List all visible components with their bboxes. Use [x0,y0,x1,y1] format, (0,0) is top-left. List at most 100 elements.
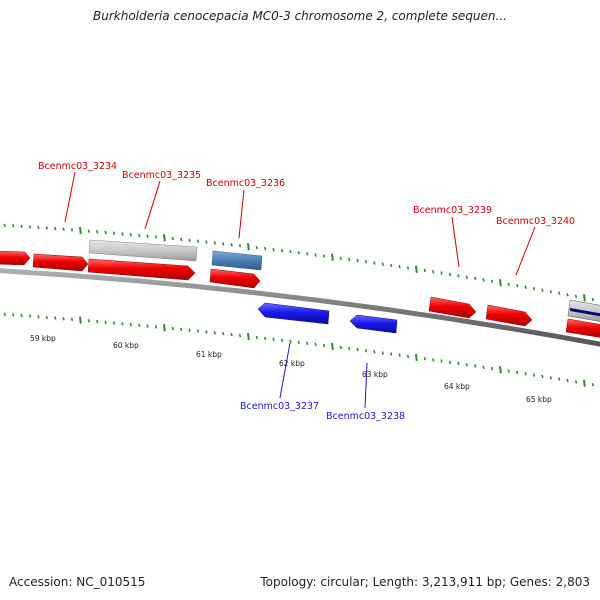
gene-arrow-bcenmc03-3236[interactable] [209,268,261,289]
lower-tick-mark [322,343,326,348]
gene-label[interactable]: Bcenmc03_3239 [413,205,492,216]
lower-tick-mark [583,379,586,387]
upper-tick-mark [373,261,376,265]
lower-tick-mark [205,330,208,334]
lower-tick-mark [222,331,225,336]
upper-tick-mark [222,242,225,246]
gene-arrow-bcenmc03-3238[interactable] [349,314,398,334]
upper-tick-mark [255,245,258,250]
accession-text: Accession: NC_010515 [9,575,146,589]
upper-tick-mark [272,247,275,252]
gene-box-bcenmc03-3236-upper[interactable] [211,250,263,271]
upper-tick-mark [54,226,57,231]
upper-tick-mark [289,249,292,254]
ruler-label: 65 kbp [526,395,552,404]
upper-tick-mark [163,234,166,242]
lower-tick-mark [474,364,477,368]
upper-tick-mark [12,224,15,228]
upper-tick-mark [524,285,527,289]
gene-label[interactable]: Bcenmc03_3238 [326,411,405,422]
lower-tick-mark [465,363,468,367]
upper-tick-mark [499,279,502,287]
ruler-label: 59 kbp [30,334,56,343]
leader-bcenmc03-3236 [238,189,245,239]
upper-tick-mark [20,224,23,229]
gene-box-bcenmc03-3235-upper[interactable] [88,239,198,262]
lower-tick-mark [507,369,510,373]
gene-arrow-bcenmc03-3233[interactable] [0,250,31,266]
lower-tick-mark [566,378,569,383]
upper-tick-mark [264,246,267,251]
lower-tick-mark [549,376,552,380]
upper-tick-mark [129,232,132,237]
gene-arrow-bcenmc03-3234[interactable] [32,253,89,272]
lower-tick-mark [121,322,124,326]
gene-arrow-next[interactable] [565,318,600,338]
lower-tick-mark [3,312,6,317]
upper-tick-mark [566,293,569,297]
upper-tick-mark [490,279,494,284]
lower-tick-mark [255,335,258,340]
upper-tick-mark [37,225,40,230]
gene-arrow-bcenmc03-3237[interactable] [257,302,330,325]
upper-tick-mark [180,237,183,242]
gene-arrow-bcenmc03-3240[interactable] [485,304,533,327]
lower-tick-mark [541,374,544,379]
ruler-label: 60 kbp [113,341,139,350]
lower-tick-mark [490,366,494,371]
lower-tick-mark [264,336,267,341]
lower-tick-mark [448,360,452,365]
lower-tick-mark [96,319,99,324]
lower-tick-mark [348,346,351,351]
topology-text: Topology: circular; Length: 3,213,911 bp… [260,575,590,589]
gene-label[interactable]: Bcenmc03_3240 [496,216,575,227]
lower-tick-mark [104,320,107,325]
gene-label[interactable]: Bcenmc03_3235 [122,170,201,181]
upper-tick-mark [591,297,594,302]
lower-tick-mark [524,372,527,376]
lower-tick-ring [3,312,594,387]
upper-tick-mark [45,226,48,230]
upper-tick-mark [541,288,544,292]
gene-label[interactable]: Bcenmc03_3234 [38,161,117,172]
gene-arrow-bcenmc03-3235[interactable] [87,258,196,281]
lower-tick-mark [213,331,216,335]
upper-tick-mark [205,240,208,244]
upper-tick-mark [406,266,410,270]
upper-tick-mark [440,271,443,275]
upper-tick-mark [549,289,552,294]
upper-tick-mark [356,258,359,263]
lower-tick-mark [532,373,536,377]
upper-tick-mark [196,239,200,243]
gene-label[interactable]: Bcenmc03_3237 [240,401,319,412]
lower-tick-mark [440,359,443,363]
lower-tick-mark [415,353,418,362]
upper-tick-mark [314,253,317,257]
lower-tick-mark [280,338,284,343]
lower-tick-mark [54,316,57,320]
ruler-label: 64 kbp [444,382,470,391]
upper-tick-mark [448,272,452,277]
upper-tick-mark [70,228,74,232]
lower-tick-mark [28,314,32,318]
upper-tick-mark [188,238,191,243]
lower-tick-mark [37,315,40,319]
upper-tick-mark [532,286,536,291]
lower-tick-mark [297,340,300,345]
lower-tick-mark [558,377,561,381]
lower-tick-mark [154,325,158,329]
upper-tick-mark [507,282,510,286]
ruler-label: 61 kbp [196,350,222,359]
lower-tick-mark [79,316,82,324]
upper-tick-mark [474,276,477,281]
gene-arrow-bcenmc03-3239[interactable] [428,296,477,319]
upper-tick-mark [171,236,174,241]
gene-label[interactable]: Bcenmc03_3236 [206,178,285,189]
lower-tick-mark [373,350,376,354]
leader-bcenmc03-3234 [64,171,76,223]
lower-tick-mark [314,342,317,347]
upper-tick-mark [423,268,426,273]
upper-tick-mark [482,278,485,282]
lower-tick-mark [62,317,65,321]
